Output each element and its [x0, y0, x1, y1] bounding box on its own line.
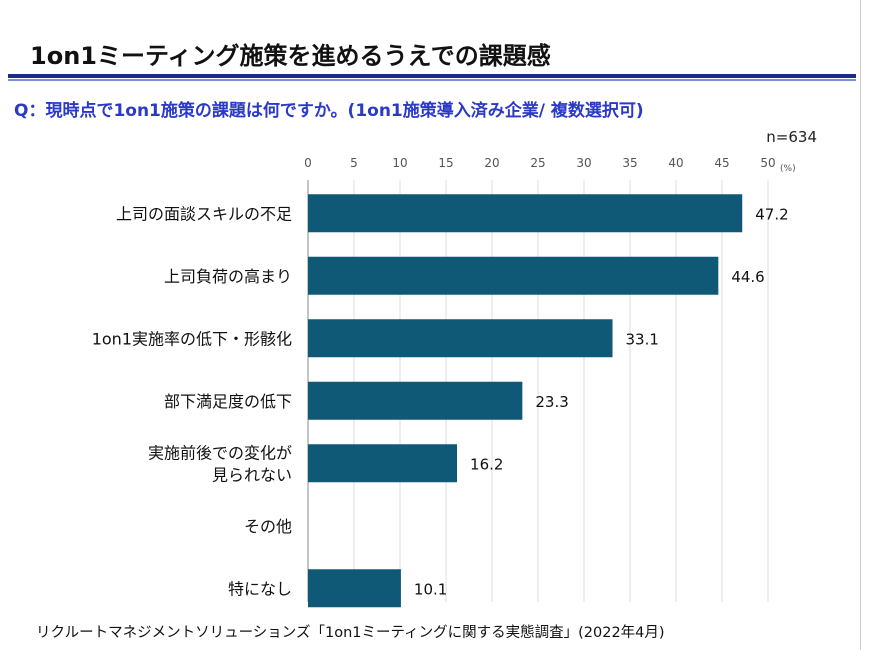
data-label: 10.1 — [414, 580, 447, 598]
x-tick-label: 20 — [484, 156, 499, 170]
data-label: 33.1 — [626, 330, 659, 348]
data-label: 47.2 — [755, 205, 788, 223]
category-label: 特になし — [228, 579, 292, 598]
category-label: 実施前後での変化が — [148, 443, 292, 462]
title-underline — [8, 74, 856, 78]
bar — [308, 319, 613, 358]
bar — [308, 256, 719, 295]
category-label: 上司の面談スキルの不足 — [116, 204, 292, 223]
category-label: その他 — [244, 517, 292, 536]
x-tick-label: 45 — [714, 156, 729, 170]
x-tick-label: 0 — [304, 156, 312, 170]
x-tick-label: 35 — [622, 156, 637, 170]
category-label: 1on1実施率の低下・形骸化 — [92, 329, 292, 348]
x-tick-label: 15 — [438, 156, 453, 170]
title-underline-accent — [8, 79, 856, 81]
source-citation: リクルートマネジメントソリューションズ「1on1ミーティングに関する実態調査」(… — [36, 625, 665, 641]
data-label: 16.2 — [470, 455, 503, 473]
slide-title: 1on1ミーティング施策を進めるうえでの課題感 — [30, 42, 551, 70]
x-unit-label: (%) — [780, 164, 796, 174]
category-label: 上司負荷の高まり — [164, 267, 292, 286]
survey-question: Q：現時点で1on1施策の課題は何ですか。(1on1施策導入済み企業/ 複数選択… — [14, 101, 644, 121]
x-tick-label: 50 — [760, 156, 775, 170]
x-tick-label: 5 — [350, 156, 358, 170]
category-label: 見られない — [212, 465, 292, 484]
bar — [308, 381, 523, 420]
data-label: 44.6 — [731, 268, 764, 286]
x-tick-label: 10 — [392, 156, 407, 170]
sample-size: n=634 — [766, 128, 817, 146]
bar — [308, 569, 401, 608]
bar — [308, 444, 458, 483]
category-label: 部下満足度の低下 — [164, 392, 292, 411]
x-tick-label: 40 — [668, 156, 683, 170]
x-tick-label: 25 — [530, 156, 545, 170]
bar — [308, 194, 743, 233]
data-label: 23.3 — [535, 393, 568, 411]
slide-edge-line — [860, 0, 861, 650]
x-tick-label: 30 — [576, 156, 591, 170]
